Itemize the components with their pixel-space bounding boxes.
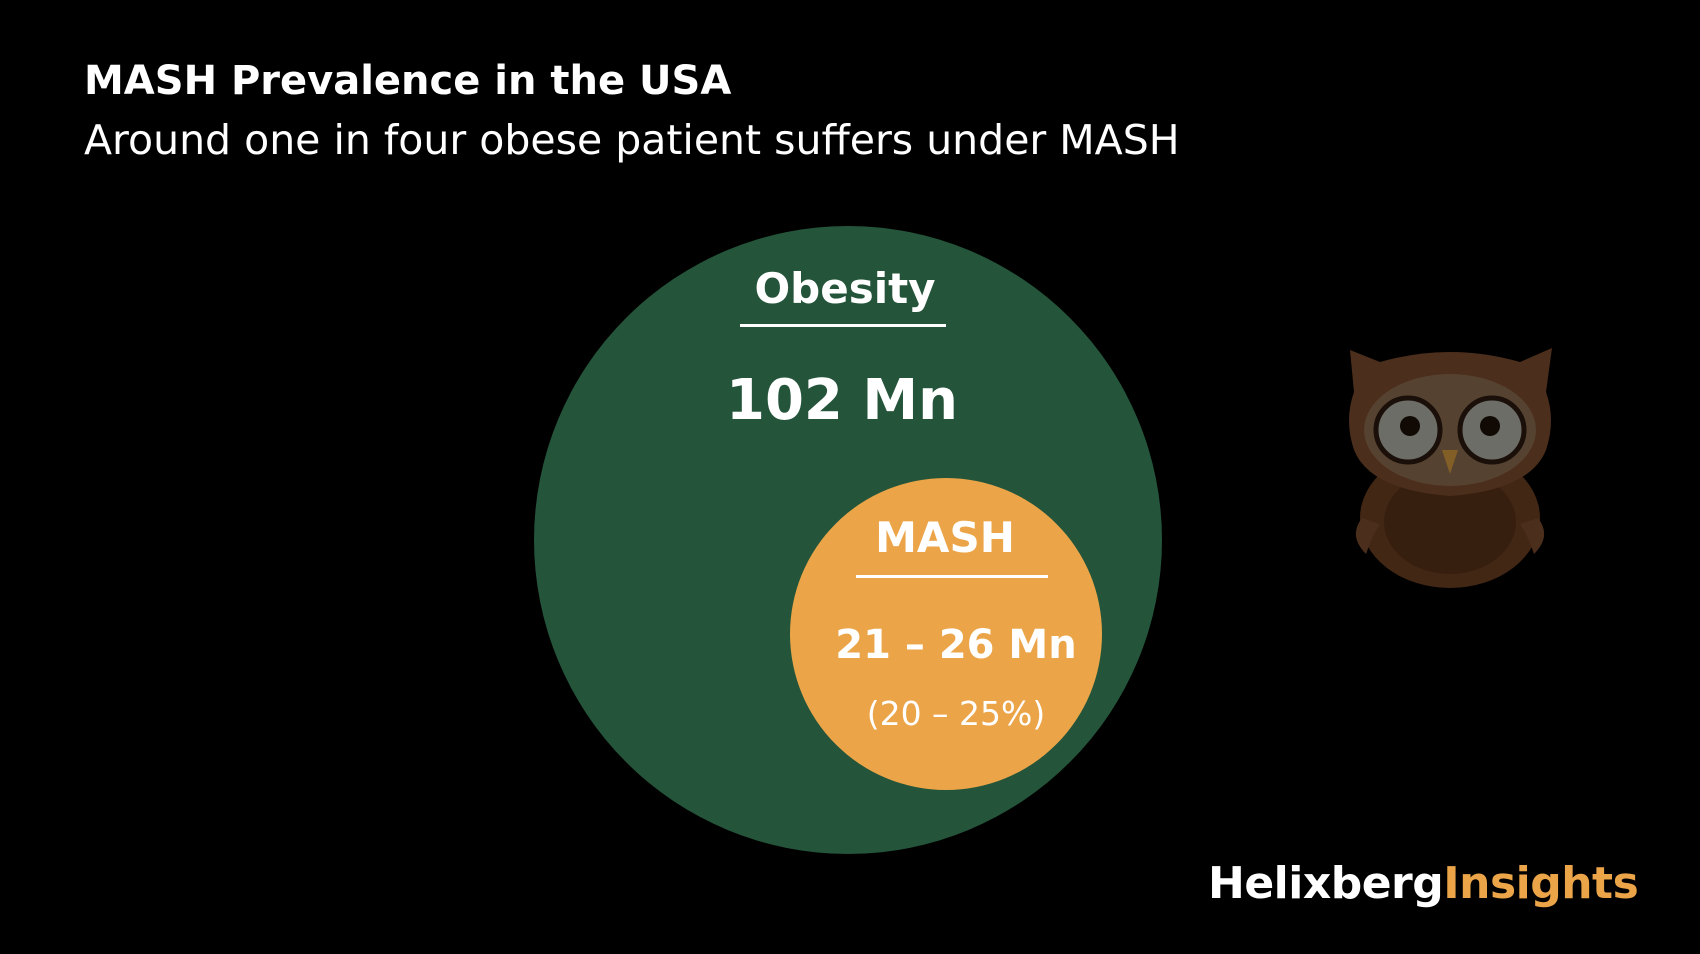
- owl-icon: [1349, 348, 1552, 588]
- slide-subtitle: Around one in four obese patient suffers…: [84, 116, 1180, 164]
- mash-share: (20 – 25%): [866, 694, 1046, 733]
- brand-name-accent: Insights: [1443, 858, 1639, 909]
- obesity-label-underline: [740, 324, 946, 327]
- mash-label-underline: [856, 575, 1048, 578]
- mash-label: MASH: [875, 513, 1015, 562]
- mash-circle: [790, 478, 1102, 790]
- brand-logo: HelixbergInsights: [1208, 858, 1639, 909]
- mash-value: 21 – 26 Mn: [835, 622, 1077, 668]
- brand-name-primary: Helixberg: [1208, 858, 1444, 909]
- slide-title: MASH Prevalence in the USA: [84, 58, 732, 104]
- obesity-value: 102 Mn: [726, 368, 958, 433]
- obesity-label: Obesity: [754, 264, 936, 313]
